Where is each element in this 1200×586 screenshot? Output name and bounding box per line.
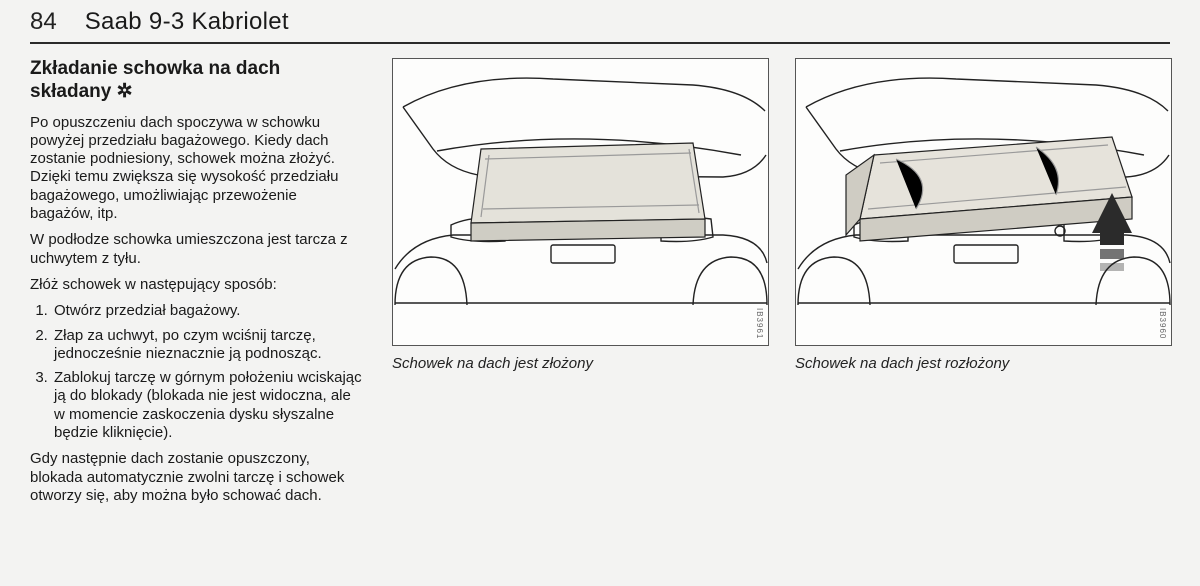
section-title-line2: składany <box>30 81 111 102</box>
figure-unfolded-code: IB3960 <box>1158 308 1167 339</box>
step-1: Otwórz przedział bagażowy. <box>52 302 364 320</box>
step-2: Złap za uchwyt, po czym wciśnij tarczę, … <box>52 327 364 364</box>
page-number: 84 <box>30 8 57 36</box>
figure-unfolded-caption: Schowek na dach jest rozłożony <box>795 355 1170 372</box>
figure-unfolded-frame: IB3960 <box>795 58 1172 346</box>
figure-folded-caption: Schowek na dach jest złożony <box>392 355 767 372</box>
content-row: Zkładanie schowka na dach składany ✲ Po … <box>30 58 1170 513</box>
figure-folded-svg <box>393 59 768 345</box>
figures-column: IB3961 Schowek na dach jest złożony <box>392 58 1170 513</box>
paragraph-3: Złóż schowek w następujący sposób: <box>30 276 364 294</box>
header-title: Saab 9-3 Kabriolet <box>85 8 289 36</box>
figure-folded-code: IB3961 <box>755 308 764 339</box>
page-header: 84 Saab 9-3 Kabriolet <box>30 8 1170 40</box>
figure-folded-frame: IB3961 <box>392 58 769 346</box>
section-title: Zkładanie schowka na dach składany ✲ <box>30 58 364 104</box>
paragraph-2: W podłodze schowka umieszczona jest tarc… <box>30 231 364 268</box>
figure-folded: IB3961 Schowek na dach jest złożony <box>392 58 767 513</box>
paragraph-1: Po opuszczeniu dach spoczywa w schowku p… <box>30 114 364 224</box>
step-3: Zablokuj tarczę w górnym położeniu wcisk… <box>52 369 364 442</box>
figure-unfolded-svg <box>796 59 1171 345</box>
figure-unfolded: IB3960 Schowek na dach jest rozłożony <box>795 58 1170 513</box>
text-column: Zkładanie schowka na dach składany ✲ Po … <box>30 58 364 513</box>
asterisk-icon: ✲ <box>117 81 133 102</box>
paragraph-4: Gdy następnie dach zostanie opuszczony, … <box>30 450 364 505</box>
section-title-line1: Zkładanie schowka na dach <box>30 58 280 79</box>
manual-page: 84 Saab 9-3 Kabriolet Zkładanie schowka … <box>0 0 1200 586</box>
header-rule <box>30 42 1170 44</box>
steps-list: Otwórz przedział bagażowy. Złap za uchwy… <box>30 302 364 442</box>
